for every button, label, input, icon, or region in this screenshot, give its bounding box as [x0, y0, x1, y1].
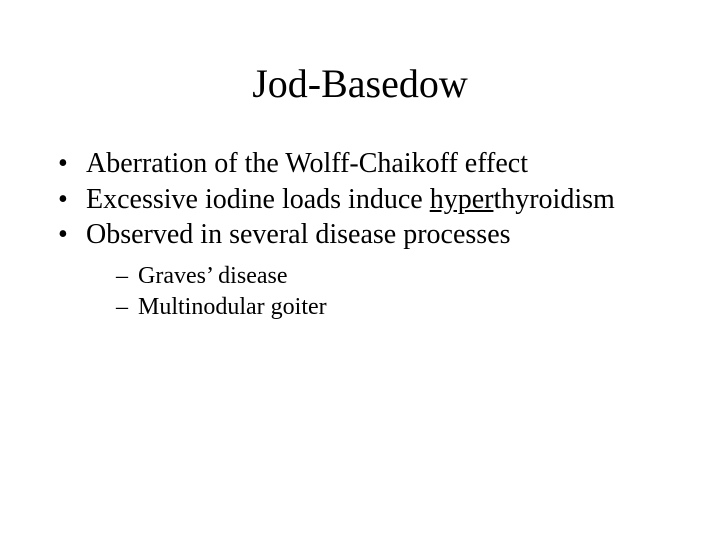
sub-bullet-text: Multinodular goiter [138, 294, 327, 320]
bullet-text-prefix: Excessive iodine loads induce [86, 184, 430, 215]
list-item: Observed in several disease processes Gr… [58, 218, 670, 321]
slide-title: Jod-Basedow [50, 60, 670, 107]
bullet-text: Observed in several disease processes [86, 219, 511, 250]
bullet-list: Aberration of the Wolff-Chaikoff effect … [50, 147, 670, 321]
list-item: Excessive iodine loads induce hyperthyro… [58, 183, 670, 217]
bullet-text-underlined: hyper [430, 184, 494, 215]
slide: Jod-Basedow Aberration of the Wolff-Chai… [0, 0, 720, 540]
sub-bullet-text: Graves’ disease [138, 263, 287, 289]
sub-list-item: Graves’ disease [116, 262, 670, 291]
list-item: Aberration of the Wolff-Chaikoff effect [58, 147, 670, 181]
bullet-text: Aberration of the Wolff-Chaikoff effect [86, 148, 528, 179]
bullet-text-suffix: thyroidism [493, 184, 614, 215]
sub-bullet-list: Graves’ disease Multinodular goiter [86, 262, 670, 322]
sub-list-item: Multinodular goiter [116, 293, 670, 322]
